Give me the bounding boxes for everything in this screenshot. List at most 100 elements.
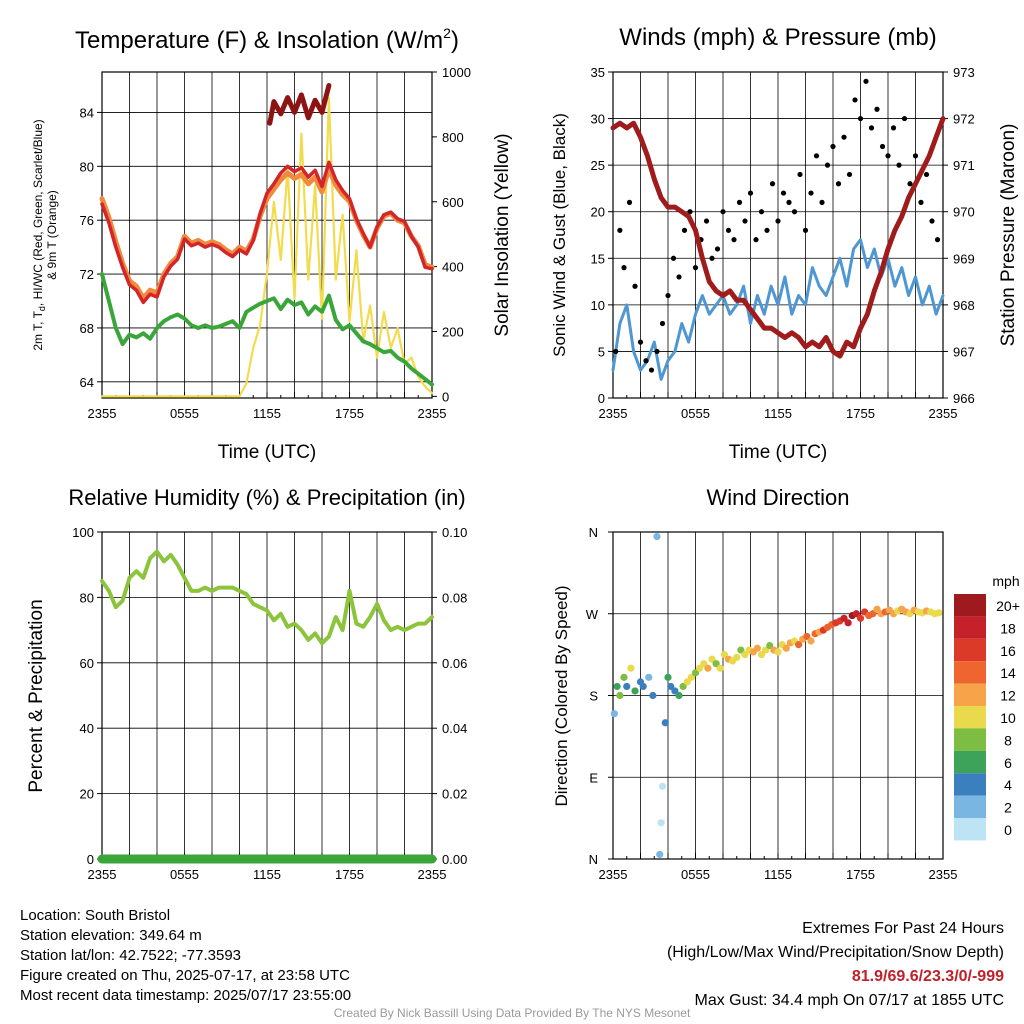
station-info: Location: South Bristol Station elevatio… [20, 906, 351, 1006]
wdir-ytick-label: W [586, 607, 599, 622]
temp-ytick-label: 68 [80, 321, 94, 336]
station-location: Location: South Bristol [20, 907, 171, 924]
wind-direction-point [807, 637, 815, 645]
gust-point [934, 237, 941, 243]
wind-direction-point [782, 644, 790, 652]
winds-xtick-label: 2355 [929, 406, 958, 421]
gust-point [736, 199, 743, 205]
wdir-xtick-label: 0555 [681, 867, 710, 882]
wdir-ytick-label: S [589, 689, 598, 704]
station-elevation: Station elevation: 349.64 m [20, 927, 202, 944]
colorbar-label: 2 [1004, 800, 1012, 816]
winds-y2tick-label: 967 [953, 344, 975, 359]
winds-right-axis-label: Station Pressure (Maroon) [998, 124, 1019, 347]
solar-insolation-line [100, 96, 434, 398]
gust-point [835, 181, 842, 187]
wind-direction-point [623, 682, 631, 691]
gust-point [775, 218, 781, 224]
winds-ytick-label: 20 [591, 205, 605, 220]
colorbar-label: 10 [1000, 710, 1016, 726]
colorbar-swatch [954, 750, 986, 774]
wind-direction-point [774, 648, 782, 656]
gust-point [753, 237, 759, 243]
winds-ytick-label: 30 [591, 112, 605, 127]
wind-direction-point [631, 687, 639, 695]
wind-direction-point [856, 614, 865, 622]
colorbar-swatch [954, 683, 986, 706]
wind-direction-point [645, 673, 653, 681]
temp-xtick-label: 0555 [170, 406, 199, 421]
winds-pressure-chart: 2355 0555 1155 1755 235505101520253035966967… [591, 65, 975, 421]
winds-xtick-label: 1155 [764, 406, 792, 421]
colorbar-label: 12 [1000, 688, 1016, 704]
temp-x-axis-label: Time (UTC) [218, 442, 317, 463]
wind-direction-point [935, 609, 943, 617]
temp-y2tick-label: 200 [442, 325, 464, 340]
gust-point [852, 97, 858, 103]
colorbar-swatch [954, 616, 986, 639]
wind-direction-point [649, 691, 657, 700]
gust-point [670, 255, 677, 261]
gust-point [681, 227, 688, 233]
gust-point [879, 143, 886, 150]
gust-point [617, 227, 623, 233]
gust-point [841, 134, 847, 140]
winds-y2tick-label: 968 [953, 298, 975, 313]
wdir-ytick-label: N [589, 852, 598, 867]
wdir-xtick-label: 1755 [846, 867, 875, 882]
colorbar-label: 16 [1000, 643, 1016, 659]
wdir-xtick-label: 2355 [929, 867, 958, 882]
gust-point [907, 181, 913, 187]
wind-direction-point [661, 719, 669, 727]
wind-direction-point [639, 682, 647, 691]
gust-point [885, 153, 891, 159]
station-latlon: Station lat/lon: 42.7522; -77.3593 [20, 947, 242, 964]
gust-point [687, 209, 693, 215]
gust-point [808, 190, 814, 196]
temp-right-axis-label: Solar Insolation (Yellow) [492, 133, 513, 336]
wind-direction-point [653, 532, 661, 541]
gust-point [742, 218, 748, 224]
gust-point [692, 265, 699, 271]
colorbar-swatch [954, 728, 986, 751]
winds-xtick-label: 2355 [599, 406, 628, 421]
gust-point [659, 320, 666, 327]
winds-ytick-label: 5 [598, 344, 605, 359]
winds-y2tick-label: 972 [953, 112, 975, 127]
winds-ytick-label: 10 [591, 298, 605, 313]
winds-ytick-label: 0 [598, 391, 605, 406]
gust-point [791, 209, 798, 215]
colorbar-swatch [954, 706, 986, 729]
gust-point [896, 162, 902, 168]
gust-point [665, 292, 671, 299]
temp-xtick-label: 1755 [335, 406, 364, 421]
rh-ytick-label: 0 [87, 852, 94, 867]
rh-ytick-label: 40 [80, 721, 94, 736]
gust-point [731, 237, 737, 243]
colorbar-swatch [954, 661, 986, 684]
gust-point [797, 171, 803, 178]
gust-point [725, 227, 732, 233]
wind-direction-point [657, 819, 665, 827]
wind-direction-point [620, 673, 628, 681]
gust-point [648, 367, 655, 373]
temp-chart-title: Temperature (F) & Insolation (W/m2) [75, 25, 459, 54]
gust-point [874, 106, 880, 112]
gust-point [819, 199, 825, 205]
colorbar-title: mph [992, 573, 1019, 589]
winds-y2tick-label: 973 [953, 65, 975, 80]
gust-point [637, 339, 644, 345]
winds-y2tick-label: 966 [953, 391, 975, 406]
rh-ytick-label: 60 [80, 656, 94, 671]
winds-chart-title: Winds (mph) & Pressure (mb) [619, 24, 936, 51]
rh-y2tick-label: 0.02 [442, 787, 467, 802]
wdir-left-axis-label: Direction (Colored By Speed) [552, 585, 571, 806]
rh-left-axis-label: Percent & Precipitation [26, 599, 47, 792]
wind-direction-point [664, 673, 672, 681]
extremes-title: Extremes For Past 24 Hours [802, 920, 1004, 937]
colorbar-swatch [954, 818, 986, 841]
wdir-xtick-label: 2355 [599, 867, 628, 882]
temp-ytick-label: 76 [80, 213, 94, 228]
rh-xtick-label: 2355 [88, 867, 117, 882]
winds-ytick-label: 35 [591, 65, 605, 80]
